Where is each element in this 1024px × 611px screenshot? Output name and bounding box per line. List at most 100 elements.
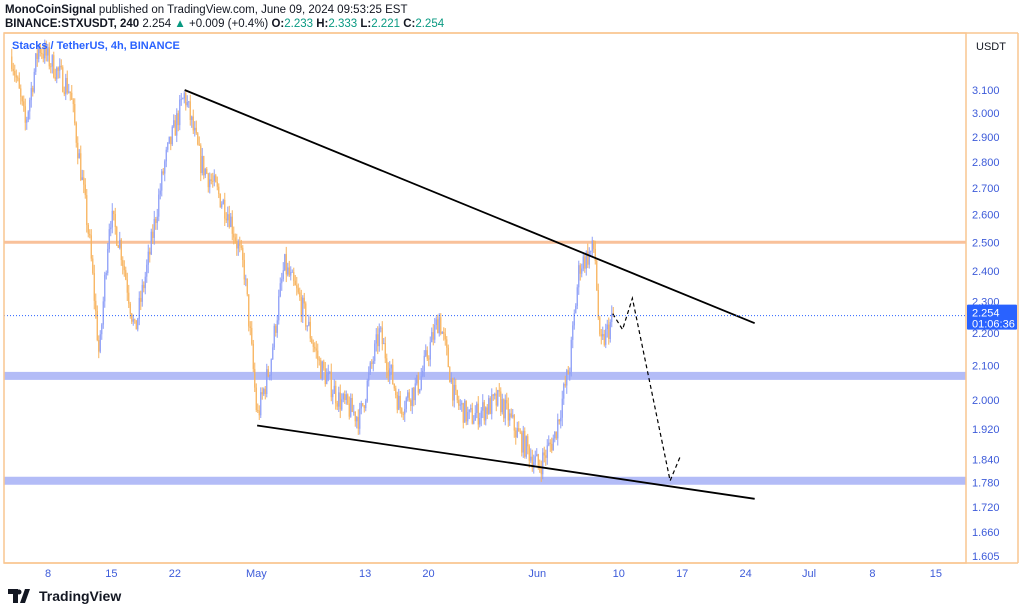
candle (212, 180, 214, 182)
candle (314, 346, 316, 349)
price-chart[interactable]: Stacks / TetherUS, 4h, BINANCE USDT 3.10… (0, 0, 1024, 585)
current-price-badge (967, 304, 1017, 330)
candle (68, 91, 70, 93)
brand-name: TradingView (39, 588, 122, 604)
candle (552, 438, 554, 451)
candle (153, 218, 155, 238)
support-zone[interactable] (4, 371, 966, 380)
candle (47, 47, 49, 56)
candle (593, 240, 595, 249)
candle (281, 279, 283, 284)
candle (470, 408, 472, 410)
candle (488, 398, 490, 414)
candle (375, 334, 377, 344)
candle (462, 403, 464, 423)
candle (270, 359, 272, 376)
candle (41, 52, 43, 54)
candle (306, 325, 308, 327)
candle (500, 391, 502, 413)
candle (512, 415, 514, 417)
candle (537, 454, 539, 466)
candle (348, 403, 350, 417)
candle (30, 88, 32, 101)
support-trendline[interactable] (257, 424, 755, 500)
candle (249, 326, 251, 328)
candle (279, 283, 281, 297)
candle (96, 310, 98, 341)
candle (564, 384, 566, 386)
candle (362, 403, 364, 406)
candle (321, 361, 323, 379)
candle (534, 456, 536, 463)
candle (174, 120, 176, 136)
candle (416, 375, 418, 384)
candle (147, 251, 149, 265)
candle (116, 227, 118, 246)
candle (554, 431, 556, 439)
candle (59, 65, 61, 71)
candle (14, 71, 16, 76)
candle (378, 328, 380, 347)
candle (396, 395, 398, 410)
candle (108, 229, 110, 250)
candle (180, 98, 182, 100)
tradingview-logo-icon (8, 589, 30, 603)
candle (110, 227, 112, 230)
candle (89, 233, 91, 236)
candle (71, 92, 73, 100)
y-tick-label: 1.605 (972, 551, 1000, 563)
h-label: H: (316, 18, 329, 30)
candle (269, 375, 271, 377)
candle (114, 213, 116, 228)
candle (374, 343, 376, 361)
candle (258, 410, 260, 416)
candle (456, 390, 458, 401)
candle (428, 358, 430, 360)
candle (162, 171, 164, 174)
candle (477, 403, 479, 425)
candle (392, 364, 394, 384)
candle (546, 445, 548, 458)
candle (309, 321, 311, 339)
x-tick-label: 15 (105, 568, 117, 580)
candle (453, 384, 455, 401)
candle (516, 428, 518, 438)
projection-path[interactable] (612, 295, 682, 483)
candle (438, 317, 440, 334)
candle (141, 284, 143, 302)
resistance-trendline[interactable] (184, 89, 756, 325)
current-price-label: 2.254 (972, 308, 1000, 320)
candle (473, 420, 475, 424)
candle (36, 53, 38, 59)
candle (275, 325, 277, 333)
candle (231, 216, 233, 234)
support-zone[interactable] (4, 476, 966, 485)
y-tick-label: 2.100 (972, 361, 1000, 373)
candle (11, 56, 13, 70)
candle (99, 334, 101, 352)
candle (413, 387, 415, 401)
candle (161, 171, 163, 191)
candle (594, 248, 596, 261)
candle (441, 332, 443, 334)
candle (236, 241, 238, 249)
y-tick-label: 2.600 (972, 210, 1000, 222)
candle (540, 468, 542, 475)
candle (191, 116, 193, 121)
candle (602, 334, 604, 337)
candle (420, 376, 422, 390)
candle (404, 408, 406, 415)
candle (171, 126, 173, 145)
candle (156, 216, 158, 224)
candle (363, 405, 365, 409)
candle (62, 67, 64, 92)
candle (80, 153, 82, 180)
candle (503, 399, 505, 419)
candle (522, 430, 524, 453)
candle (126, 279, 128, 293)
x-tick-label: 8 (869, 568, 875, 580)
candle (425, 350, 427, 356)
candle (401, 408, 403, 414)
candle (57, 67, 59, 71)
candle (38, 46, 40, 59)
